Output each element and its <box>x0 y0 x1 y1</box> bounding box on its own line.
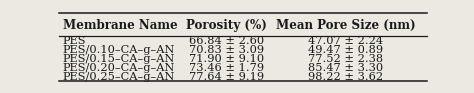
Text: 98.22 ± 3.62: 98.22 ± 3.62 <box>308 72 383 82</box>
Text: Porosity (%): Porosity (%) <box>186 19 267 32</box>
Text: 66.84 ± 2.60: 66.84 ± 2.60 <box>189 36 264 46</box>
Text: 73.46 ± 1.79: 73.46 ± 1.79 <box>189 63 264 73</box>
Text: Membrane Name: Membrane Name <box>63 19 178 32</box>
Text: 77.64 ± 9.19: 77.64 ± 9.19 <box>189 72 264 82</box>
Text: PES/0.10–CA–g–AN: PES/0.10–CA–g–AN <box>63 45 175 55</box>
Text: 47.07 ± 2.24: 47.07 ± 2.24 <box>308 36 383 46</box>
Text: PES: PES <box>63 36 86 46</box>
Text: Mean Pore Size (nm): Mean Pore Size (nm) <box>276 19 416 32</box>
Text: PES/0.20–CA–g–AN: PES/0.20–CA–g–AN <box>63 63 175 73</box>
Text: 77.52 ± 2.38: 77.52 ± 2.38 <box>308 54 383 64</box>
Text: PES/0.25–CA–g–AN: PES/0.25–CA–g–AN <box>63 72 175 82</box>
Text: PES/0.15–CA–g–AN: PES/0.15–CA–g–AN <box>63 54 175 64</box>
Text: 85.47 ± 3.30: 85.47 ± 3.30 <box>308 63 383 73</box>
Text: 49.47 ± 0.89: 49.47 ± 0.89 <box>308 45 383 55</box>
Text: 70.83 ± 3.09: 70.83 ± 3.09 <box>189 45 264 55</box>
Text: 71.90 ± 9.10: 71.90 ± 9.10 <box>189 54 264 64</box>
